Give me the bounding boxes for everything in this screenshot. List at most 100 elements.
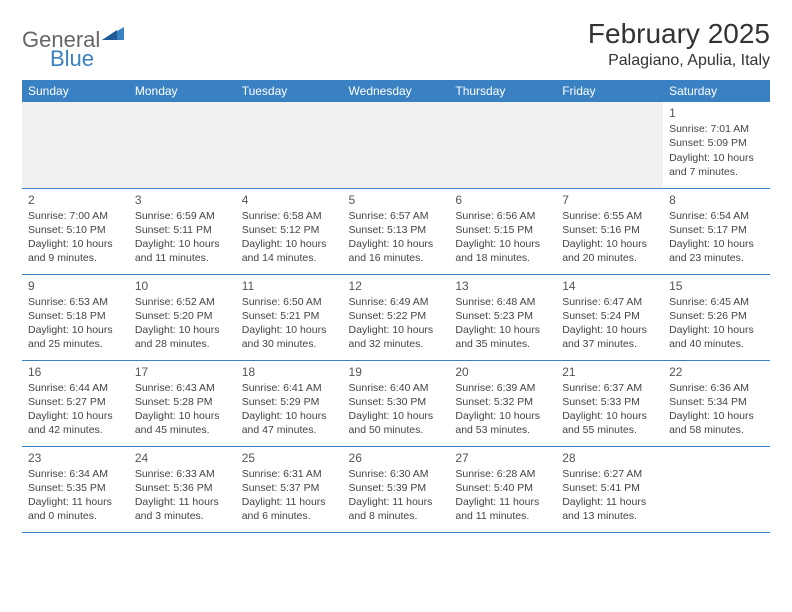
sunrise-line: Sunrise: 6:53 AM bbox=[28, 295, 123, 309]
sunrise-line: Sunrise: 6:27 AM bbox=[562, 467, 657, 481]
daylight-line: and 32 minutes. bbox=[349, 337, 444, 351]
daylight-line: and 55 minutes. bbox=[562, 423, 657, 437]
sunrise-line: Sunrise: 6:45 AM bbox=[669, 295, 764, 309]
sunrise-line: Sunrise: 6:43 AM bbox=[135, 381, 230, 395]
calendar-cell: 13Sunrise: 6:48 AMSunset: 5:23 PMDayligh… bbox=[449, 274, 556, 360]
daylight-line: and 16 minutes. bbox=[349, 251, 444, 265]
daylight-line: Daylight: 10 hours bbox=[562, 409, 657, 423]
daylight-line: and 8 minutes. bbox=[349, 509, 444, 523]
sunset-line: Sunset: 5:21 PM bbox=[242, 309, 337, 323]
daylight-line: and 45 minutes. bbox=[135, 423, 230, 437]
day-number: 19 bbox=[349, 364, 444, 380]
calendar-cell: 10Sunrise: 6:52 AMSunset: 5:20 PMDayligh… bbox=[129, 274, 236, 360]
sunrise-line: Sunrise: 6:49 AM bbox=[349, 295, 444, 309]
daylight-line: Daylight: 10 hours bbox=[242, 237, 337, 251]
sunset-line: Sunset: 5:26 PM bbox=[669, 309, 764, 323]
daylight-line: Daylight: 10 hours bbox=[669, 237, 764, 251]
calendar-week-row: 1Sunrise: 7:01 AMSunset: 5:09 PMDaylight… bbox=[22, 102, 770, 188]
weekday-header: Saturday bbox=[663, 80, 770, 102]
day-number: 14 bbox=[562, 278, 657, 294]
sunset-line: Sunset: 5:11 PM bbox=[135, 223, 230, 237]
daylight-line: Daylight: 10 hours bbox=[669, 151, 764, 165]
sunrise-line: Sunrise: 6:30 AM bbox=[349, 467, 444, 481]
day-number: 15 bbox=[669, 278, 764, 294]
sunrise-line: Sunrise: 6:39 AM bbox=[455, 381, 550, 395]
sunrise-line: Sunrise: 6:56 AM bbox=[455, 209, 550, 223]
daylight-line: and 9 minutes. bbox=[28, 251, 123, 265]
daylight-line: and 18 minutes. bbox=[455, 251, 550, 265]
daylight-line: and 35 minutes. bbox=[455, 337, 550, 351]
sunset-line: Sunset: 5:15 PM bbox=[455, 223, 550, 237]
daylight-line: Daylight: 10 hours bbox=[455, 409, 550, 423]
daylight-line: and 40 minutes. bbox=[669, 337, 764, 351]
calendar-cell: 24Sunrise: 6:33 AMSunset: 5:36 PMDayligh… bbox=[129, 446, 236, 532]
day-number: 18 bbox=[242, 364, 337, 380]
sunrise-line: Sunrise: 6:48 AM bbox=[455, 295, 550, 309]
daylight-line: Daylight: 10 hours bbox=[455, 323, 550, 337]
daylight-line: and 53 minutes. bbox=[455, 423, 550, 437]
sunset-line: Sunset: 5:39 PM bbox=[349, 481, 444, 495]
sunset-line: Sunset: 5:09 PM bbox=[669, 136, 764, 150]
calendar-week-row: 9Sunrise: 6:53 AMSunset: 5:18 PMDaylight… bbox=[22, 274, 770, 360]
weekday-header: Thursday bbox=[449, 80, 556, 102]
sunset-line: Sunset: 5:10 PM bbox=[28, 223, 123, 237]
sunrise-line: Sunrise: 6:54 AM bbox=[669, 209, 764, 223]
daylight-line: and 30 minutes. bbox=[242, 337, 337, 351]
location-subtitle: Palagiano, Apulia, Italy bbox=[588, 52, 770, 70]
calendar-cell: 4Sunrise: 6:58 AMSunset: 5:12 PMDaylight… bbox=[236, 188, 343, 274]
daylight-line: Daylight: 10 hours bbox=[349, 409, 444, 423]
weekday-header: Wednesday bbox=[343, 80, 450, 102]
daylight-line: Daylight: 10 hours bbox=[242, 323, 337, 337]
daylight-line: Daylight: 10 hours bbox=[135, 237, 230, 251]
calendar-cell: 11Sunrise: 6:50 AMSunset: 5:21 PMDayligh… bbox=[236, 274, 343, 360]
daylight-line: Daylight: 10 hours bbox=[242, 409, 337, 423]
daylight-line: Daylight: 11 hours bbox=[349, 495, 444, 509]
calendar-cell: 23Sunrise: 6:34 AMSunset: 5:35 PMDayligh… bbox=[22, 446, 129, 532]
calendar-cell: 3Sunrise: 6:59 AMSunset: 5:11 PMDaylight… bbox=[129, 188, 236, 274]
calendar-cell: 15Sunrise: 6:45 AMSunset: 5:26 PMDayligh… bbox=[663, 274, 770, 360]
sunrise-line: Sunrise: 6:52 AM bbox=[135, 295, 230, 309]
calendar-cell bbox=[663, 446, 770, 532]
day-number: 5 bbox=[349, 192, 444, 208]
sunrise-line: Sunrise: 6:59 AM bbox=[135, 209, 230, 223]
daylight-line: and 23 minutes. bbox=[669, 251, 764, 265]
sunset-line: Sunset: 5:36 PM bbox=[135, 481, 230, 495]
calendar-week-row: 2Sunrise: 7:00 AMSunset: 5:10 PMDaylight… bbox=[22, 188, 770, 274]
daylight-line: and 37 minutes. bbox=[562, 337, 657, 351]
day-number: 12 bbox=[349, 278, 444, 294]
sunset-line: Sunset: 5:20 PM bbox=[135, 309, 230, 323]
sunset-line: Sunset: 5:24 PM bbox=[562, 309, 657, 323]
weekday-header: Sunday bbox=[22, 80, 129, 102]
sunrise-line: Sunrise: 6:36 AM bbox=[669, 381, 764, 395]
daylight-line: and 3 minutes. bbox=[135, 509, 230, 523]
sunset-line: Sunset: 5:37 PM bbox=[242, 481, 337, 495]
sunset-line: Sunset: 5:32 PM bbox=[455, 395, 550, 409]
daylight-line: Daylight: 10 hours bbox=[349, 323, 444, 337]
page-header: General February 2025 Palagiano, Apulia,… bbox=[22, 18, 770, 70]
calendar-cell bbox=[236, 102, 343, 188]
daylight-line: and 13 minutes. bbox=[562, 509, 657, 523]
day-number: 11 bbox=[242, 278, 337, 294]
day-number: 6 bbox=[455, 192, 550, 208]
sunset-line: Sunset: 5:28 PM bbox=[135, 395, 230, 409]
calendar-cell: 2Sunrise: 7:00 AMSunset: 5:10 PMDaylight… bbox=[22, 188, 129, 274]
sunset-line: Sunset: 5:12 PM bbox=[242, 223, 337, 237]
calendar-cell bbox=[22, 102, 129, 188]
day-number: 23 bbox=[28, 450, 123, 466]
calendar-week-row: 23Sunrise: 6:34 AMSunset: 5:35 PMDayligh… bbox=[22, 446, 770, 532]
day-number: 9 bbox=[28, 278, 123, 294]
calendar-cell: 27Sunrise: 6:28 AMSunset: 5:40 PMDayligh… bbox=[449, 446, 556, 532]
daylight-line: Daylight: 10 hours bbox=[135, 323, 230, 337]
sunset-line: Sunset: 5:13 PM bbox=[349, 223, 444, 237]
daylight-line: and 47 minutes. bbox=[242, 423, 337, 437]
calendar-cell: 16Sunrise: 6:44 AMSunset: 5:27 PMDayligh… bbox=[22, 360, 129, 446]
daylight-line: Daylight: 10 hours bbox=[28, 237, 123, 251]
day-number: 4 bbox=[242, 192, 337, 208]
sunset-line: Sunset: 5:17 PM bbox=[669, 223, 764, 237]
sunset-line: Sunset: 5:40 PM bbox=[455, 481, 550, 495]
daylight-line: and 11 minutes. bbox=[135, 251, 230, 265]
day-number: 10 bbox=[135, 278, 230, 294]
sunset-line: Sunset: 5:16 PM bbox=[562, 223, 657, 237]
day-number: 8 bbox=[669, 192, 764, 208]
sunrise-line: Sunrise: 6:34 AM bbox=[28, 467, 123, 481]
